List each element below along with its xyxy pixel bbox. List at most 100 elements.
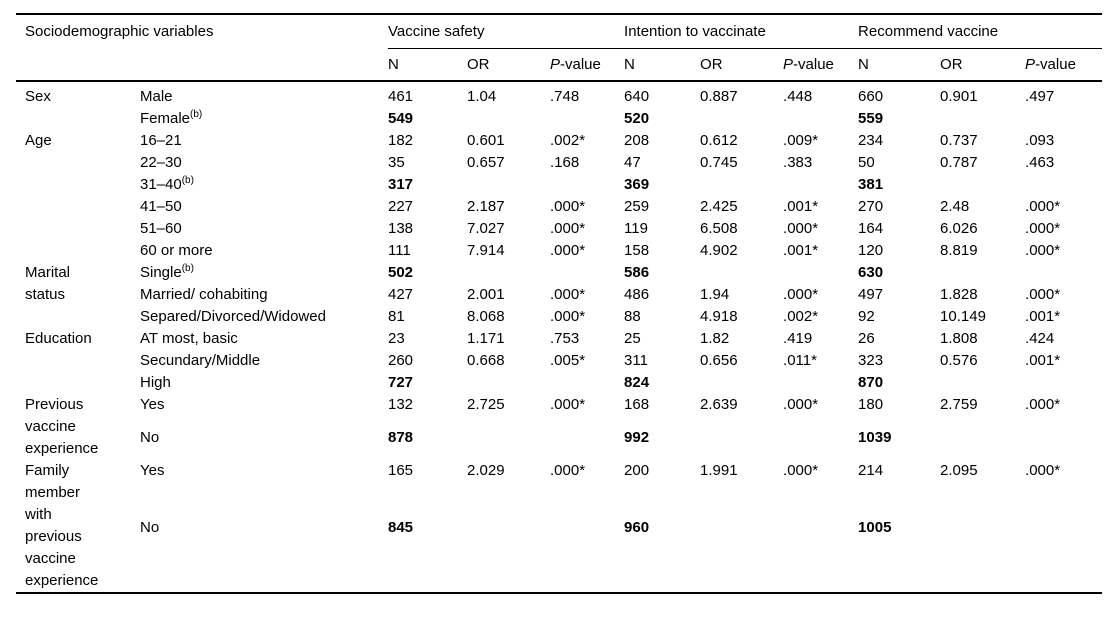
value-cell: 92 <box>858 308 875 325</box>
value-cell <box>1025 108 1102 130</box>
value-cell: .000* <box>783 220 819 237</box>
value-cell: 111 <box>388 242 411 259</box>
category-cell-previous-vaccine-experience: Previous vaccine experience <box>25 396 99 457</box>
value-cell: 1.94 <box>700 286 730 303</box>
table-row: Marital status Single(b) 502 586 630 <box>16 262 1102 304</box>
value-cell: .000* <box>550 308 586 325</box>
table-row: Female(b) 549 520 559 <box>16 108 1102 130</box>
group-header-recommend-vaccine: Recommend vaccine <box>858 13 1103 49</box>
p-value-italic: P <box>783 55 794 73</box>
value-cell: 0.576 <box>940 352 978 369</box>
category-cell-sex: Sex <box>25 88 51 105</box>
value-cell: 0.601 <box>467 132 505 149</box>
value-cell: 1.82 <box>700 330 730 347</box>
value-cell: .419 <box>783 330 813 347</box>
subheader-row: N OR P-value N OR P-value N OR P-value <box>16 48 1103 82</box>
value-cell: 158 <box>624 242 650 259</box>
table-row: Previous vaccine experience Yes 132 2.72… <box>16 394 1102 457</box>
value-cell: 317 <box>388 176 414 193</box>
value-cell <box>550 108 624 130</box>
value-cell: 497 <box>858 286 884 303</box>
p-value-rest: -value <box>1035 55 1076 73</box>
value-cell: 1.808 <box>940 330 978 347</box>
value-cell <box>700 108 783 130</box>
value-cell <box>700 427 783 460</box>
value-cell: 214 <box>858 462 884 479</box>
value-cell: 630 <box>858 264 884 281</box>
value-cell: .000* <box>550 396 586 413</box>
table-row: 60 or more 111 7.914 .000* 158 4.902 .00… <box>16 240 1102 262</box>
value-cell: 119 <box>624 220 648 237</box>
value-cell: 586 <box>624 264 650 281</box>
value-cell: .093 <box>1025 132 1055 149</box>
value-cell <box>467 262 550 284</box>
value-cell: 0.745 <box>700 154 738 171</box>
value-cell: 2.48 <box>940 198 970 215</box>
value-cell <box>467 427 550 460</box>
value-cell: 2.095 <box>940 462 978 479</box>
value-cell <box>1025 372 1102 394</box>
value-cell: .168 <box>550 154 580 171</box>
value-cell: 427 <box>388 286 414 303</box>
category-cell-age: Age <box>25 132 52 149</box>
value-cell <box>700 262 783 284</box>
value-cell: 870 <box>858 374 884 391</box>
footnote-marker: (b) <box>181 175 194 186</box>
value-cell: .000* <box>783 462 819 479</box>
value-cell: 2.187 <box>467 198 505 215</box>
value-cell: .000* <box>550 220 586 237</box>
table-row: Education AT most, basic 23 1.171 .753 2… <box>16 328 1102 350</box>
value-cell: 660 <box>858 88 884 105</box>
footnote-marker: (b) <box>181 263 194 274</box>
subcategory-cell: Secundary/Middle <box>140 352 261 369</box>
value-cell <box>550 427 624 460</box>
value-cell: .001* <box>1025 352 1061 369</box>
value-cell: 208 <box>624 132 650 149</box>
subcategory-cell: 41–50 <box>140 198 182 215</box>
subcategory-cell: Male <box>140 88 173 105</box>
value-cell: 132 <box>388 396 414 413</box>
value-cell: .000* <box>1025 286 1061 303</box>
table-row: Secundary/Middle 260 0.668 .005* 311 0.6… <box>16 350 1102 372</box>
value-cell: 2.725 <box>467 396 505 413</box>
group-header-row: Sociodemographic variables Vaccine safet… <box>16 13 1103 49</box>
value-cell: .000* <box>1025 220 1061 237</box>
value-cell: 1.171 <box>467 330 505 347</box>
value-cell <box>783 517 858 593</box>
value-cell: 7.027 <box>467 220 505 237</box>
subcategory-cell: Separed/Divorced/Widowed <box>140 308 326 325</box>
value-cell: 486 <box>624 286 650 303</box>
subcategory-cell: No <box>140 519 160 537</box>
value-cell <box>700 372 783 394</box>
subcategory-cell: Female(b) <box>140 109 203 128</box>
p-value-italic: P <box>550 55 561 73</box>
value-cell: 2.029 <box>467 462 505 479</box>
value-cell: 10.149 <box>940 308 986 325</box>
value-cell: 311 <box>624 352 648 369</box>
subcategory-cell: Yes <box>140 462 165 479</box>
value-cell: 4.918 <box>700 308 738 325</box>
table-row: High 727 824 870 <box>16 372 1102 394</box>
value-cell <box>467 517 550 593</box>
value-cell: 8.819 <box>940 242 978 259</box>
value-cell <box>940 517 1025 593</box>
value-cell: 180 <box>858 396 884 413</box>
value-cell: 270 <box>858 198 884 215</box>
value-cell: 25 <box>624 330 641 347</box>
subcategory-cell: 22–30 <box>140 154 182 171</box>
table-row: Separed/Divorced/Widowed 81 8.068 .000* … <box>16 306 1102 328</box>
value-cell: .005* <box>550 352 586 369</box>
subheader-n: N <box>858 48 941 82</box>
value-cell: 0.657 <box>467 154 505 171</box>
value-cell: .753 <box>550 330 580 347</box>
p-value-rest: -value <box>793 55 834 73</box>
value-cell: .001* <box>783 198 819 215</box>
value-cell: 992 <box>624 429 650 446</box>
p-value-italic: P <box>1025 55 1036 73</box>
subheader-or: OR <box>700 48 784 82</box>
value-cell: .000* <box>550 462 586 479</box>
subcategory-cell: Married/ cohabiting <box>140 286 268 303</box>
value-cell: 6.508 <box>700 220 738 237</box>
value-cell: 0.612 <box>700 132 738 149</box>
value-cell: 138 <box>388 220 414 237</box>
